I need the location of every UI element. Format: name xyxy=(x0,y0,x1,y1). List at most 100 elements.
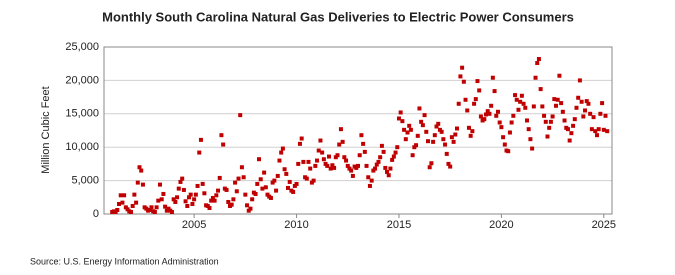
point xyxy=(444,151,449,156)
point xyxy=(212,198,217,203)
point xyxy=(188,192,193,197)
point xyxy=(113,209,118,214)
point xyxy=(374,162,379,167)
point xyxy=(472,101,477,106)
point xyxy=(161,191,166,196)
point xyxy=(130,203,135,208)
point xyxy=(159,197,164,202)
point xyxy=(540,104,545,109)
point xyxy=(567,138,572,143)
y-tick-label: 25,000 xyxy=(65,41,99,53)
point xyxy=(451,139,456,144)
point xyxy=(501,135,506,140)
y-tick-label: 15,000 xyxy=(65,108,99,120)
point xyxy=(181,187,186,192)
point xyxy=(449,135,454,140)
point xyxy=(338,127,343,132)
point xyxy=(238,113,243,118)
point xyxy=(217,175,222,180)
point xyxy=(576,95,581,100)
point xyxy=(175,195,180,200)
point xyxy=(489,103,494,108)
point xyxy=(441,137,446,142)
point xyxy=(195,183,200,188)
point xyxy=(152,209,157,214)
point xyxy=(554,103,559,108)
point xyxy=(492,89,497,94)
point xyxy=(362,149,367,154)
point xyxy=(439,129,444,134)
point xyxy=(253,191,258,196)
point xyxy=(516,107,521,112)
point xyxy=(543,119,548,124)
y-axis-label: Million Cubic Feet xyxy=(40,86,52,173)
point xyxy=(456,101,461,106)
point xyxy=(311,178,316,183)
point xyxy=(542,113,547,118)
point xyxy=(364,163,369,168)
point xyxy=(147,207,152,212)
point xyxy=(128,209,133,214)
point xyxy=(398,110,403,115)
point xyxy=(591,115,596,120)
point xyxy=(533,75,538,80)
point xyxy=(485,109,490,114)
point xyxy=(257,157,262,162)
point xyxy=(274,188,279,193)
point xyxy=(123,205,128,210)
point xyxy=(359,133,364,138)
point xyxy=(547,125,552,130)
point xyxy=(354,165,359,170)
point xyxy=(202,191,207,196)
point xyxy=(396,116,401,121)
point xyxy=(149,205,154,210)
point xyxy=(581,114,586,119)
point xyxy=(371,168,376,173)
point xyxy=(393,150,398,155)
point xyxy=(484,112,489,117)
point xyxy=(579,99,584,104)
point xyxy=(356,163,360,168)
point xyxy=(473,97,478,102)
point xyxy=(588,111,593,116)
point xyxy=(349,168,354,173)
point xyxy=(601,127,606,132)
point xyxy=(272,178,277,183)
point xyxy=(465,108,470,113)
point xyxy=(559,101,564,106)
point xyxy=(555,97,560,102)
point xyxy=(436,121,441,126)
point xyxy=(427,165,432,170)
point xyxy=(524,118,529,123)
point xyxy=(335,153,340,158)
point xyxy=(569,131,574,136)
point xyxy=(475,79,480,84)
point xyxy=(429,161,434,166)
point xyxy=(248,206,253,211)
point xyxy=(139,168,144,173)
point xyxy=(509,120,514,125)
point xyxy=(347,166,352,171)
point xyxy=(180,176,185,181)
point xyxy=(262,170,267,175)
point xyxy=(328,166,333,171)
point xyxy=(548,119,553,124)
point xyxy=(586,101,591,106)
point xyxy=(301,159,306,164)
point xyxy=(562,118,567,123)
point xyxy=(135,180,140,185)
point xyxy=(511,113,516,118)
point xyxy=(233,180,238,185)
point xyxy=(528,137,533,142)
point xyxy=(164,208,169,213)
point xyxy=(277,158,282,163)
point xyxy=(373,166,378,171)
point xyxy=(458,74,463,79)
point xyxy=(169,209,174,214)
point xyxy=(323,161,328,166)
point xyxy=(342,155,347,160)
point xyxy=(304,176,309,181)
point xyxy=(291,189,296,194)
point xyxy=(603,113,608,118)
